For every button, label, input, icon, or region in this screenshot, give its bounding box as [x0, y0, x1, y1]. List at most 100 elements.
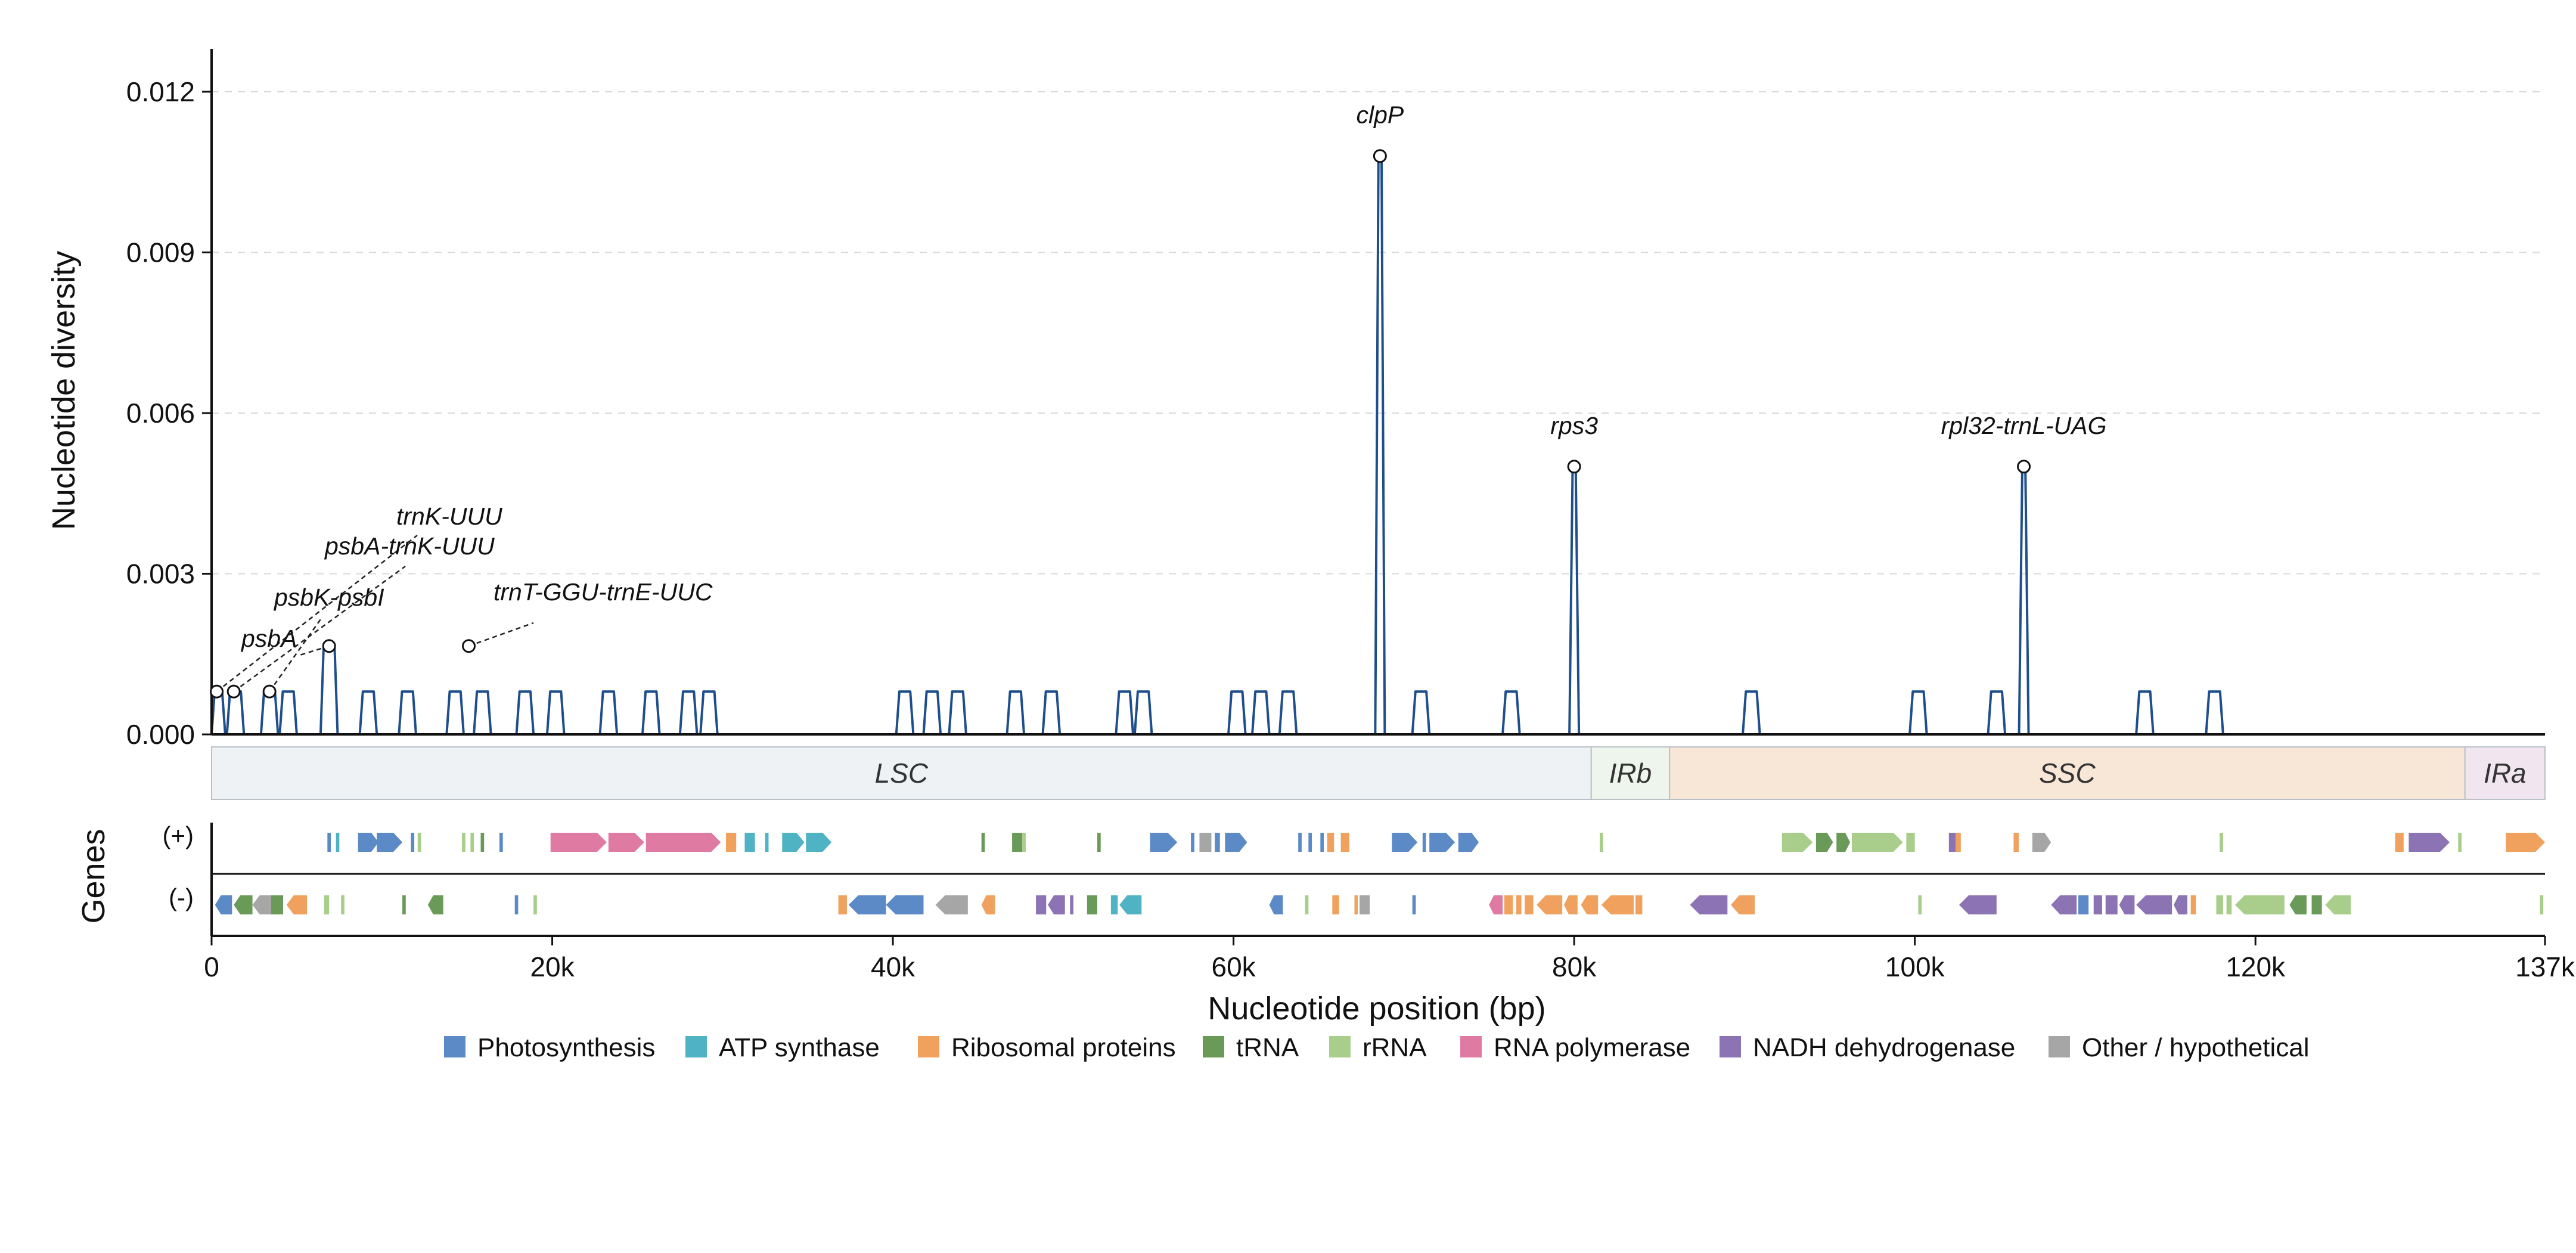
gene-arrow: [1087, 895, 1097, 914]
legend-swatch: [1720, 1036, 1741, 1057]
legend-label: ATP synthase: [719, 1033, 880, 1062]
x-axis-label: Nucleotide position (bp): [1208, 991, 1545, 1026]
gene-arrow: [2409, 833, 2450, 852]
gene-arrow: [2540, 895, 2544, 914]
gene-arrow: [1785, 833, 1813, 852]
region-label: LSC: [875, 758, 929, 789]
gene-arrow: [1581, 895, 1599, 914]
x-tick-label: 0: [204, 951, 219, 982]
annotation-marker: [226, 684, 241, 699]
legend-swatch: [2049, 1036, 2070, 1057]
x-tick-label: 60k: [1212, 951, 1256, 982]
legend-swatch: [1203, 1036, 1224, 1057]
gene-arrow: [2013, 833, 2019, 852]
axes: 0.000 0.003 0.006 0.009 0.012 0 20k 40k 60k 80k 10…: [126, 49, 2575, 982]
gene-arrow: [608, 833, 644, 852]
region-label: IRb: [1609, 758, 1652, 789]
gene-arrow: [2136, 895, 2172, 914]
gene-arrow: [1918, 895, 1922, 914]
y-tick-label: 0.003: [126, 558, 195, 589]
gene-arrow: [1215, 833, 1220, 852]
gene-arrow: [1906, 833, 1915, 852]
gene-arrow: [1635, 895, 1643, 914]
gene-arrow: [886, 895, 924, 914]
x-tick-label: 80k: [1552, 951, 1597, 982]
region-label: SSC: [2039, 758, 2096, 789]
annotation-label: psbA-trnK-UUU: [324, 532, 495, 560]
peak-marker: [1373, 149, 1387, 163]
gene-arrow: [1782, 833, 1786, 852]
gene-arrow: [935, 895, 968, 914]
gene-arrow: [533, 895, 537, 914]
annotation-marker: [210, 684, 224, 699]
gene-arrow: [1308, 833, 1312, 852]
gene-arrow: [1601, 895, 1634, 914]
gene-arrow: [2289, 895, 2307, 914]
gene-arrow: [1959, 895, 1997, 914]
region-lsc: [211, 746, 1592, 800]
y-tick-label: 0.012: [126, 76, 195, 107]
annotation-label: psbA: [240, 625, 297, 652]
gene-arrow: [1119, 895, 1142, 914]
legend-label: Photosynthesis: [477, 1033, 655, 1062]
gene-arrow: [462, 833, 465, 852]
gene-arrow: [1489, 895, 1503, 914]
gene-arrow: [1422, 833, 1426, 852]
grid-lines: [212, 91, 2545, 575]
gene-arrow: [1340, 833, 1349, 852]
legend-swatch: [918, 1036, 939, 1057]
genes-axis-label: Genes: [76, 829, 111, 923]
legend-label: NADH dehydrogenase: [1753, 1033, 2015, 1062]
gene-arrow: [1412, 895, 1416, 914]
gene-arrow: [234, 895, 253, 914]
gene-arrow: [726, 833, 737, 852]
gene-arrow: [981, 895, 995, 914]
diversity-line-layer: [210, 154, 2545, 736]
gene-arrow: [1599, 833, 1603, 852]
diversity-line: [210, 154, 2545, 736]
gene-arrow: [402, 895, 406, 914]
region-bar: LSC IRb SSC IRa: [211, 746, 2546, 800]
region-irb: [1590, 746, 1671, 800]
x-tick-label: 40k: [871, 951, 915, 982]
legend-label: Ribosomal proteins: [951, 1033, 1176, 1062]
gene-arrow: [782, 833, 805, 852]
gene-arrow: [744, 833, 755, 852]
gene-arrow: [2078, 895, 2089, 914]
gene-arrow: [358, 833, 379, 852]
legend-swatch: [444, 1036, 465, 1057]
annotation-marker: [462, 639, 476, 653]
legend-label: tRNA: [1236, 1033, 1299, 1062]
legend-label: Other / hypothetical: [2082, 1033, 2310, 1062]
gene-arrow: [1836, 833, 1851, 852]
gene-arrow: [848, 895, 886, 914]
gene-arrow: [2226, 895, 2232, 914]
legend-swatch: [685, 1036, 707, 1057]
gene-arrow: [286, 895, 308, 914]
gene-arrow: [2105, 895, 2118, 914]
gene-arrow: [1199, 833, 1212, 852]
gene-arrow: [1851, 833, 1903, 852]
gene-arrow: [1731, 895, 1755, 914]
legend-swatch: [1460, 1036, 1482, 1057]
gene-arrow: [2220, 833, 2223, 852]
gene-arrow: [806, 833, 832, 852]
gene-arrow: [2093, 895, 2103, 914]
x-tick-label: 20k: [530, 951, 575, 982]
gene-arrow: [2234, 895, 2285, 914]
legend-label: rRNA: [1363, 1033, 1427, 1062]
gene-arrow: [1110, 895, 1118, 914]
gene-arrow: [550, 833, 607, 852]
gene-arrow: [480, 833, 485, 852]
gene-arrow: [252, 895, 273, 914]
gene-arrow: [377, 833, 403, 852]
gene-arrow: [427, 895, 443, 914]
gene-arrow: [981, 833, 985, 852]
gene-arrow: [1948, 833, 1956, 852]
gene-arrow: [336, 833, 340, 852]
gene-arrow: [1048, 895, 1065, 914]
gene-arrow: [1690, 895, 1728, 914]
gene-arrow: [2395, 833, 2404, 852]
gene-arrow: [838, 895, 847, 914]
